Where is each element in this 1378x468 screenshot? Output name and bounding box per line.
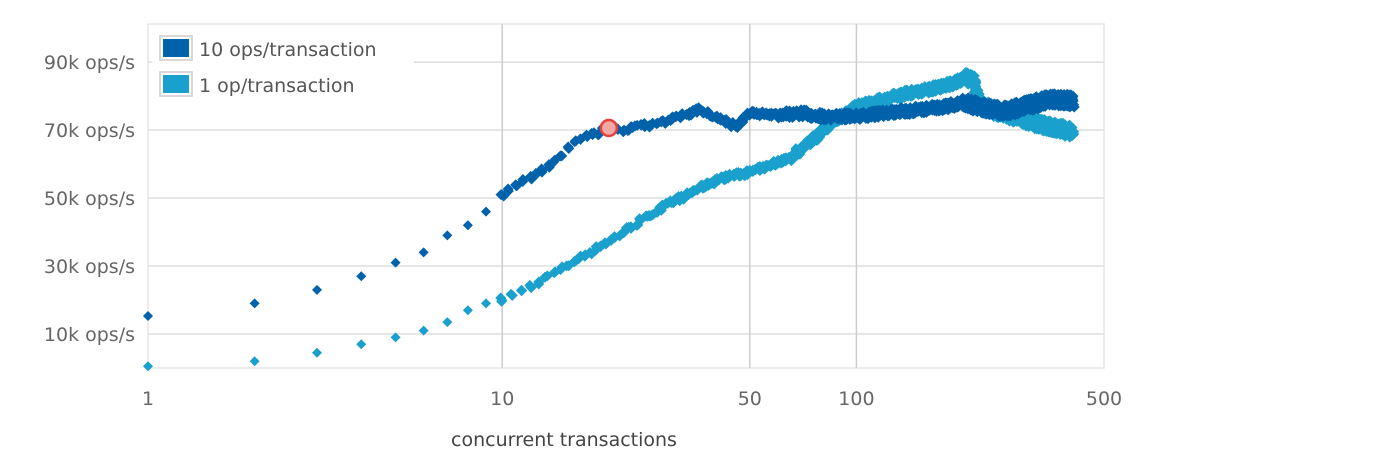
data-point bbox=[249, 356, 260, 367]
data-point bbox=[561, 260, 573, 272]
data-point bbox=[505, 288, 517, 300]
data-point bbox=[356, 339, 367, 350]
data-point bbox=[1068, 126, 1079, 137]
legend-item-10-ops[interactable]: 10 ops/transaction bbox=[159, 35, 377, 61]
legend-label: 10 ops/transaction bbox=[199, 39, 377, 61]
x-tick-label: 50 bbox=[738, 388, 762, 410]
data-point bbox=[249, 298, 260, 309]
legend-swatch-fill bbox=[163, 75, 189, 93]
x-tick-label: 100 bbox=[838, 388, 874, 410]
highlight-marker[interactable] bbox=[599, 118, 619, 138]
data-point bbox=[312, 347, 323, 358]
highlighted-point[interactable] bbox=[599, 118, 619, 138]
data-point bbox=[418, 325, 429, 336]
data-point bbox=[418, 247, 429, 258]
series-ten-ops bbox=[143, 88, 1080, 321]
legend-label: 1 op/transaction bbox=[199, 75, 355, 97]
x-axis-ticks: 1 10 50 100 500 bbox=[142, 388, 1122, 410]
y-tick-label: 10k ops/s bbox=[44, 324, 135, 346]
x-tick-label: 10 bbox=[490, 388, 514, 410]
data-point bbox=[356, 271, 367, 282]
data-point bbox=[462, 220, 473, 231]
x-tick-label: 1 bbox=[142, 388, 154, 410]
x-axis-title: concurrent transactions bbox=[451, 429, 677, 451]
y-tick-label: 30k ops/s bbox=[44, 256, 135, 278]
y-tick-label: 70k ops/s bbox=[44, 120, 135, 142]
data-point bbox=[481, 206, 492, 217]
data-points bbox=[143, 66, 1080, 372]
data-point bbox=[562, 141, 574, 153]
legend-swatch-fill bbox=[163, 39, 189, 57]
data-point bbox=[517, 175, 529, 187]
data-point bbox=[502, 185, 514, 197]
data-point bbox=[556, 150, 568, 162]
data-point bbox=[515, 284, 527, 296]
data-point bbox=[442, 317, 453, 328]
x-tick-label: 500 bbox=[1086, 388, 1122, 410]
data-point bbox=[312, 284, 323, 295]
data-point bbox=[390, 257, 401, 268]
data-point bbox=[536, 163, 548, 175]
data-point bbox=[524, 279, 536, 291]
data-point bbox=[496, 295, 508, 307]
data-point bbox=[143, 361, 153, 372]
y-axis-ticks: 10k ops/s 30k ops/s 50k ops/s 70k ops/s 90k … bbox=[44, 52, 135, 346]
data-point bbox=[462, 305, 473, 316]
legend: 10 ops/transaction 1 op/transaction bbox=[152, 30, 414, 106]
y-tick-label: 90k ops/s bbox=[44, 52, 135, 74]
data-point bbox=[481, 298, 492, 309]
data-point bbox=[143, 310, 153, 321]
data-point bbox=[1068, 96, 1079, 107]
legend-item-1-op[interactable]: 1 op/transaction bbox=[159, 71, 355, 97]
data-point bbox=[390, 332, 401, 343]
y-tick-label: 50k ops/s bbox=[44, 188, 135, 210]
data-point bbox=[442, 230, 453, 241]
data-point bbox=[539, 271, 551, 283]
